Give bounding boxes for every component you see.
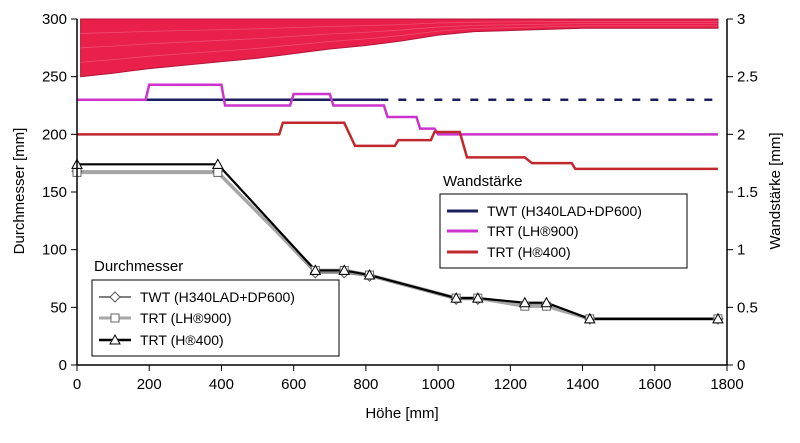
durchmesser-point-h400	[540, 296, 553, 308]
legend-durchmesser-label-lh900: TRT (LH®900)	[140, 310, 232, 326]
durchmesser-point-lh900	[213, 167, 223, 177]
profile-band-layer	[80, 18, 719, 78]
profile-band-highlight	[80, 25, 718, 63]
y-axis-title: Durchmesser [mm]	[11, 128, 28, 255]
y2-tick-label: 3	[737, 11, 745, 28]
legend-wandstaerke: Wandstärke TWT (H340LAD+DP600) TRT (LH®9…	[439, 173, 688, 269]
durchmesser-point-h400	[450, 292, 463, 303]
y2-tick-label: 1.5	[737, 184, 758, 201]
x-tick-label: 400	[209, 376, 234, 393]
legend-durchmesser-marker-lh900	[110, 313, 120, 323]
legend-wandstaerke-label-h400: TRT (H®400)	[487, 244, 571, 260]
y2-tick-label: 0	[737, 357, 745, 374]
y-tick-label: 50	[50, 299, 67, 316]
legend-wandstaerke-label-twt: TWT (H340LAD+DP600)	[487, 203, 642, 219]
profile-band-highlight	[80, 20, 718, 34]
x-tick-label: 600	[281, 376, 306, 393]
durchmesser-point-h400	[471, 292, 484, 303]
durchmesser-point-h400	[211, 158, 224, 169]
x-tick-label: 1800	[710, 376, 743, 393]
durchmesser-point-h400	[309, 264, 322, 275]
legend-wandstaerke-box	[439, 193, 688, 269]
x-tick-label: 800	[353, 376, 378, 393]
x-tick-label: 200	[137, 376, 162, 393]
y-tick-label: 200	[42, 126, 67, 143]
durchmesser-point-h400	[583, 312, 596, 324]
x-tick-label: 1000	[421, 376, 454, 393]
legend-wandstaerke-title: Wandstärke	[443, 173, 522, 190]
durchmesser-point-h400	[363, 269, 376, 280]
tick-layer: 0 200 400 600 800 1000 1200 1400 1600 18000501001…	[42, 11, 758, 393]
y2-tick-label: 2.5	[737, 69, 758, 86]
x-tick-label: 1200	[494, 376, 527, 393]
durchmesser-point-h400	[518, 296, 531, 308]
profile-band-highlight	[80, 23, 718, 49]
y-tick-label: 100	[42, 242, 67, 259]
y2-axis-title: Wandstärke [mm]	[767, 133, 784, 250]
x-tick-label: 1600	[638, 376, 671, 393]
y2-tick-label: 0.5	[737, 299, 758, 316]
legend-wandstaerke-label-lh900: TRT (LH®900)	[487, 223, 579, 239]
legend-durchmesser-title: Durchmesser	[94, 258, 183, 275]
y2-tick-label: 1	[737, 242, 745, 259]
legend-durchmesser-marker-h400	[109, 333, 121, 345]
durchmesser-point-h400	[338, 264, 351, 275]
legend-durchmesser-label-h400: TRT (H®400)	[140, 332, 224, 348]
x-tick-label: 0	[73, 376, 81, 393]
y-tick-label: 0	[59, 357, 67, 374]
wandstaerke-line-lh900	[77, 83, 718, 136]
durchmesser-point-h400	[712, 312, 724, 324]
y2-tick-label: 2	[737, 126, 745, 143]
x-axis-title: Höhe [mm]	[365, 405, 438, 422]
y-tick-label: 250	[42, 69, 67, 86]
y-tick-label: 150	[42, 184, 67, 201]
legend-durchmesser-box	[91, 279, 340, 357]
x-tick-label: 1400	[566, 376, 599, 393]
profile-band	[80, 18, 719, 78]
series-layer	[71, 83, 724, 325]
legend-durchmesser-label-twt: TWT (H340LAD+DP600)	[140, 289, 295, 305]
legend-durchmesser-marker-twt	[109, 291, 121, 303]
wandstaerke-line-h400	[77, 121, 718, 171]
legend-durchmesser: Durchmesser TWT (H340LAD+DP600) TRT (LH®…	[91, 258, 340, 357]
y-tick-label: 300	[42, 11, 67, 28]
